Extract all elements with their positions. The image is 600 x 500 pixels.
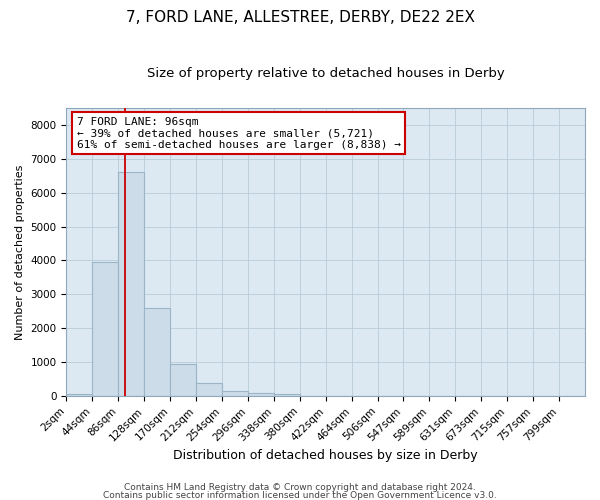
Text: 7 FORD LANE: 96sqm
← 39% of detached houses are smaller (5,721)
61% of semi-deta: 7 FORD LANE: 96sqm ← 39% of detached hou… — [77, 116, 401, 150]
Bar — [144, 308, 170, 396]
Text: 7, FORD LANE, ALLESTREE, DERBY, DE22 2EX: 7, FORD LANE, ALLESTREE, DERBY, DE22 2EX — [125, 10, 475, 25]
Bar — [274, 394, 300, 396]
Bar — [196, 383, 222, 396]
Bar — [118, 172, 144, 396]
Bar — [248, 392, 274, 396]
Bar — [67, 394, 92, 396]
Text: Contains public sector information licensed under the Open Government Licence v3: Contains public sector information licen… — [103, 491, 497, 500]
Text: Contains HM Land Registry data © Crown copyright and database right 2024.: Contains HM Land Registry data © Crown c… — [124, 484, 476, 492]
Bar — [170, 364, 196, 396]
Bar — [222, 391, 248, 396]
X-axis label: Distribution of detached houses by size in Derby: Distribution of detached houses by size … — [173, 450, 478, 462]
Bar — [92, 262, 118, 396]
Title: Size of property relative to detached houses in Derby: Size of property relative to detached ho… — [147, 68, 505, 80]
Y-axis label: Number of detached properties: Number of detached properties — [15, 164, 25, 340]
